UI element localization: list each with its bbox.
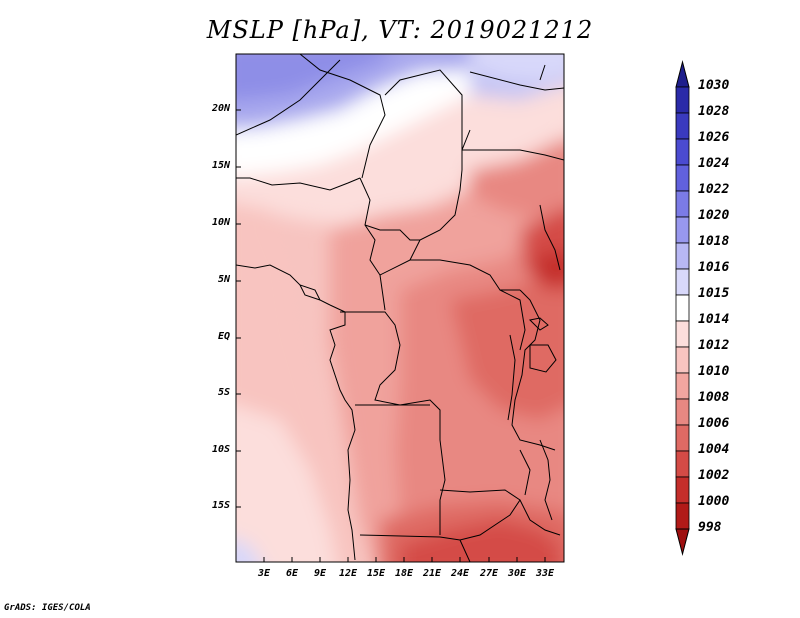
colorbar-segment — [675, 190, 690, 218]
lon-label: 9E — [313, 568, 327, 579]
colorbar-level-label: 1006 — [698, 416, 730, 431]
grads-credit: GrADS: IGES/COLA — [4, 603, 91, 613]
map-ticks — [236, 109, 546, 562]
colorbar-level-label: 1030 — [698, 78, 730, 93]
lon-label: 21E — [422, 568, 442, 579]
colorbar-level-label: 1022 — [698, 182, 730, 197]
lon-label: 15E — [366, 568, 386, 579]
lat-label: 10S — [211, 444, 230, 455]
colorbar-segment — [675, 372, 690, 400]
colorbar-level-label: 1008 — [698, 390, 730, 405]
lon-label: 33E — [535, 568, 555, 579]
colorbar-segment — [675, 346, 690, 374]
colorbar-segment — [675, 398, 690, 426]
colorbar-segment — [675, 424, 690, 452]
lat-label: 20N — [211, 103, 230, 114]
lat-label: 5S — [217, 387, 230, 398]
lon-label: 18E — [394, 568, 414, 579]
lat-label: EQ — [217, 331, 230, 342]
colorbar-segment — [675, 138, 690, 166]
colorbar-level-label: 1010 — [698, 364, 730, 379]
colorbar-top-arrow — [675, 60, 690, 88]
map-frame — [235, 53, 565, 563]
colorbar-level-label: 998 — [698, 520, 722, 535]
colorbar-segment — [675, 502, 690, 530]
colorbar-segment — [675, 86, 690, 114]
lon-label: 3E — [257, 568, 271, 579]
colorbar-segment — [675, 164, 690, 192]
lat-label: 10N — [211, 217, 230, 228]
colorbar-level-label: 1004 — [698, 442, 730, 457]
colorbar-level-label: 1002 — [698, 468, 730, 483]
lat-label: 15N — [211, 160, 230, 171]
colorbar-level-label: 1014 — [698, 312, 730, 327]
colorbar-segment — [675, 476, 690, 504]
lon-label: 30E — [507, 568, 527, 579]
colorbar-segment — [675, 294, 690, 322]
colorbar-level-label: 1000 — [698, 494, 730, 509]
lat-label: 15S — [211, 500, 230, 511]
colorbar-level-label: 1018 — [698, 234, 730, 249]
colorbar-level-label: 1015 — [698, 286, 730, 301]
colorbar-segment — [675, 450, 690, 478]
lon-label: 6E — [285, 568, 299, 579]
colorbar-segment — [675, 268, 690, 296]
colorbar-segment — [675, 216, 690, 244]
colorbar-level-label: 1016 — [698, 260, 730, 275]
coastlines-borders — [236, 54, 564, 562]
lon-label: 12E — [338, 568, 358, 579]
map-title: MSLP [hPa], VT: 2019021212 — [206, 16, 594, 44]
colorbar-segment — [675, 112, 690, 140]
colorbar-level-label: 1020 — [698, 208, 730, 223]
colorbar-segment — [675, 242, 690, 270]
colorbar-level-label: 1026 — [698, 130, 730, 145]
colorbar-segment — [675, 320, 690, 348]
colorbar-bottom-arrow — [675, 528, 690, 556]
pressure-field — [236, 54, 564, 562]
lon-label: 27E — [479, 568, 499, 579]
lat-label: 5N — [217, 274, 230, 285]
colorbar-level-label: 1028 — [698, 104, 730, 119]
colorbar-level-label: 1012 — [698, 338, 730, 353]
lon-label: 24E — [450, 568, 470, 579]
colorbar-level-label: 1024 — [698, 156, 730, 171]
